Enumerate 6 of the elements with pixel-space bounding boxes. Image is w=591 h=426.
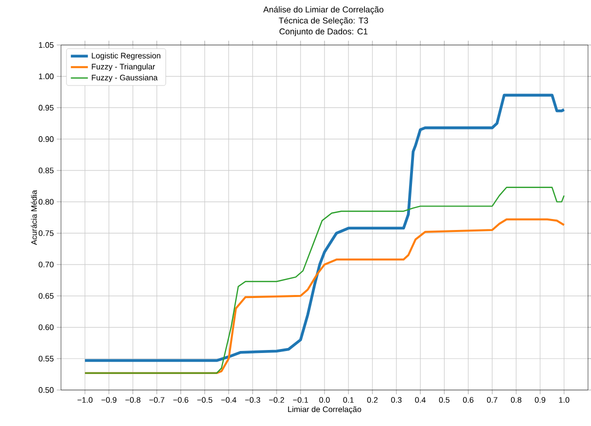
line-series: [84, 94, 566, 362]
chart-subtitle: Técnica de Seleção: T3: [278, 17, 368, 26]
line-series: [84, 218, 566, 374]
chart-title: Análise do Limiar de Correlação: [263, 6, 384, 14]
line-series: [84, 186, 565, 374]
text: Conjunto de Dados: C1: [280, 28, 368, 36]
